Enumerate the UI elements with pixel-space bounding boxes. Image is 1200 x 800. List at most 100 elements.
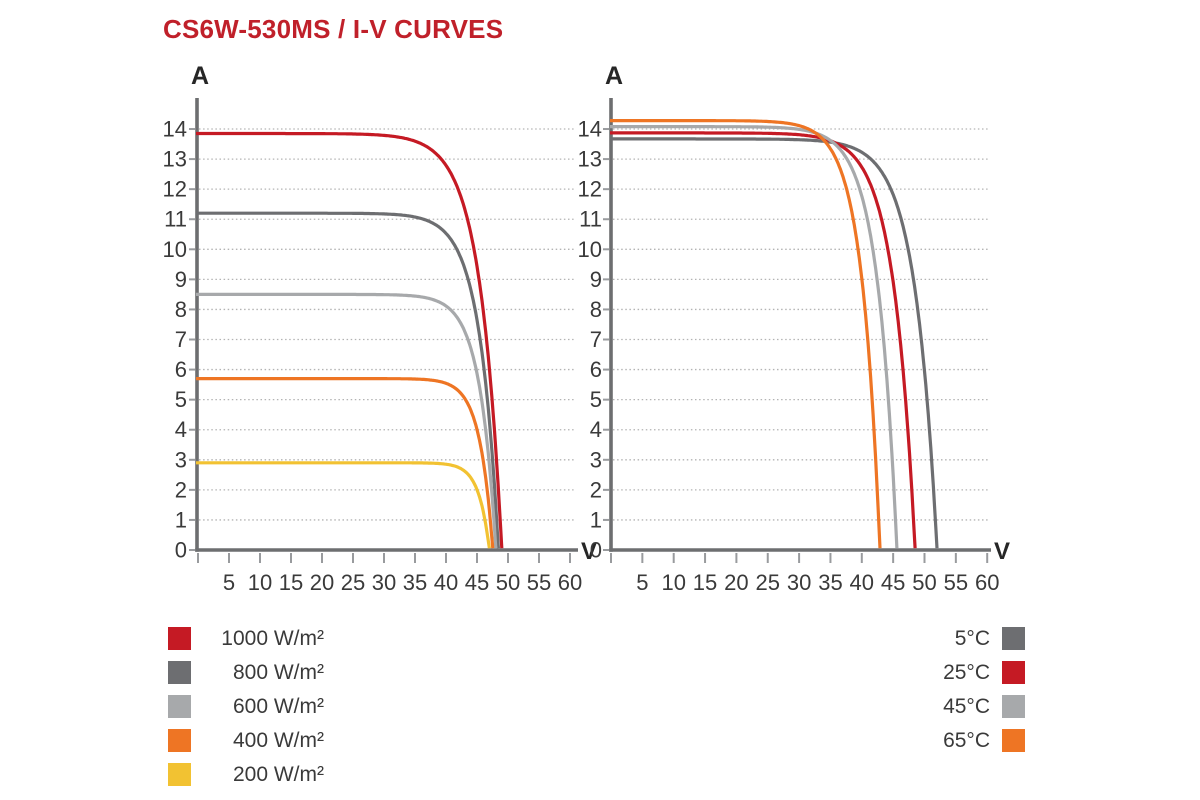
legend-swatch [168,729,191,752]
page-title: CS6W-530MS / I-V CURVES [163,14,504,44]
y-tick-label: 6 [175,357,187,382]
x-tick-label: 5 [636,570,648,595]
legend-item: 5°C [880,627,1025,650]
legend-swatch [1002,661,1025,684]
y-tick-label: 5 [590,387,602,412]
legend-item: 45°C [880,695,1025,718]
legend-irradiance: 1000 W/m² 800 W/m² 600 W/m² 400 W/m² 200… [168,627,324,786]
y-tick-label: 1 [590,507,602,532]
curve-400-w-m [196,377,495,549]
legend-item: 65°C [880,729,1025,752]
x-tick-label: 30 [372,570,396,595]
curve-800-w-m [196,211,500,549]
x-axis-unit: V [581,538,597,565]
y-tick-label: 12 [163,177,187,202]
legend-swatch [168,627,191,650]
y-tick-label: 14 [578,117,602,142]
y-axis-unit: A [605,62,623,90]
curve-200-w-m [196,461,491,549]
x-tick-label: 20 [310,570,334,595]
x-tick-label: 35 [403,570,427,595]
x-tick-label: 60 [558,570,582,595]
x-tick-label: 60 [975,570,999,595]
y-tick-label: 2 [590,477,602,502]
x-tick-label: 15 [279,570,303,595]
x-tick-label: 55 [944,570,968,595]
legend-item: 600 W/m² [168,695,324,718]
y-tick-label: 11 [579,207,602,232]
y-tick-label: 4 [590,417,602,442]
y-tick-label: 7 [175,327,187,352]
curve-25-c [609,131,917,549]
y-tick-label: 3 [590,447,602,472]
legend-label: 25°C [943,661,990,684]
curve-65-c [609,119,882,549]
legend-item: 800 W/m² [168,661,324,684]
y-tick-label: 13 [163,147,187,172]
curve-5-c [609,137,939,549]
y-tick-label: 11 [164,207,187,232]
legend-swatch [168,661,191,684]
y-tick-label: 5 [175,387,187,412]
y-tick-label: 3 [175,447,187,472]
legend-swatch [1002,729,1025,752]
curve-1000-w-m [196,131,504,549]
x-tick-label: 30 [787,570,811,595]
legend-label: 600 W/m² [232,695,324,718]
y-tick-label: 6 [590,357,602,382]
y-tick-label: 7 [590,327,602,352]
legend-swatch [1002,627,1025,650]
x-tick-label: 25 [756,570,780,595]
y-tick-label: 4 [175,417,187,442]
x-tick-label: 50 [496,570,520,595]
legend-label: 65°C [943,729,990,752]
y-tick-label: 1 [175,507,187,532]
y-axis-unit: A [191,62,209,90]
legend-swatch [168,695,191,718]
x-tick-label: 10 [248,570,272,595]
y-tick-label: 8 [175,297,187,322]
legend-label: 5°C [954,627,990,650]
x-tick-label: 55 [527,570,551,595]
legend-swatch [168,763,191,786]
legend-label: 45°C [943,695,990,718]
x-tick-label: 15 [693,570,717,595]
x-tick-label: 10 [661,570,685,595]
x-tick-label: 45 [881,570,905,595]
x-tick-label: 40 [850,570,874,595]
y-tick-label: 0 [175,538,187,563]
x-tick-label: 25 [341,570,365,595]
legend-label: 200 W/m² [232,763,324,786]
y-tick-label: 12 [578,177,602,202]
y-tick-label: 8 [590,297,602,322]
y-tick-label: 10 [578,237,602,262]
y-tick-label: 10 [163,237,187,262]
legend-item: 400 W/m² [168,729,324,752]
legend-label: 800 W/m² [232,661,324,684]
legend-label: 1000 W/m² [221,627,324,650]
x-tick-label: 5 [223,570,235,595]
legend-swatch [1002,695,1025,718]
y-tick-label: 9 [175,267,187,292]
x-tick-label: 45 [465,570,489,595]
legend-item: 200 W/m² [168,763,324,786]
y-tick-label: 0 [590,538,602,563]
legend-label: 400 W/m² [232,729,324,752]
x-tick-label: 50 [912,570,936,595]
x-tick-label: 35 [818,570,842,595]
legend-item: 1000 W/m² [168,627,324,650]
x-tick-label: 20 [724,570,748,595]
y-tick-label: 13 [578,147,602,172]
y-tick-label: 9 [590,267,602,292]
legend-temperature: 5°C 25°C 45°C 65°C [880,627,1025,752]
x-axis-unit: V [994,538,1010,565]
curve-600-w-m [196,292,498,549]
y-tick-label: 2 [175,477,187,502]
legend-item: 25°C [880,661,1025,684]
curve-45-c [609,125,899,549]
y-tick-label: 14 [163,117,187,142]
